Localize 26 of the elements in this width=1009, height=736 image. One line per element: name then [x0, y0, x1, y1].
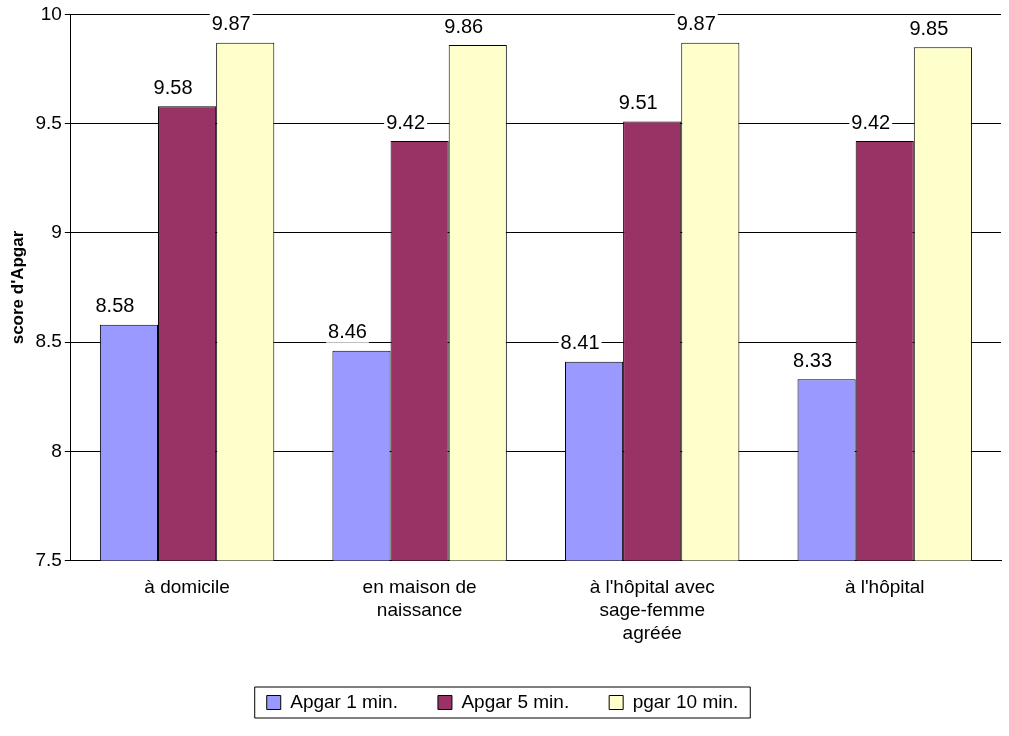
y-tick-label: 9.5 — [35, 111, 62, 133]
data-label: 8.41 — [560, 331, 600, 354]
data-label: 8.58 — [95, 294, 135, 317]
y-tick-label: 8 — [51, 439, 62, 461]
data-label: 8.33 — [793, 348, 833, 371]
legend-label: Apgar 1 min. — [290, 690, 398, 712]
x-tick-label: à l'hôpital — [844, 576, 925, 598]
y-axis-title: score d'Apgar — [7, 230, 27, 345]
data-label: 9.58 — [153, 75, 193, 98]
data-label: 9.86 — [444, 14, 484, 37]
legend-label: pgar 10 min. — [632, 690, 739, 712]
y-tick-label: 10 — [40, 2, 62, 24]
y-tick-label: 8.5 — [35, 330, 62, 352]
data-label: 9.42 — [386, 110, 426, 133]
x-tick-label: à domicile — [144, 576, 230, 598]
legend-label: Apgar 5 min. — [461, 690, 570, 712]
y-tick-label: 7.5 — [35, 548, 62, 570]
y-tick-label: 9 — [51, 221, 62, 243]
data-label: 9.87 — [211, 12, 251, 35]
x-tick-label: en maison de naissance — [362, 576, 477, 621]
x-tick-label: à l'hôpital avec sage-femme agréée — [589, 576, 715, 643]
data-label: 9.51 — [618, 90, 658, 113]
data-label: 9.42 — [851, 110, 891, 133]
data-label: 8.46 — [328, 320, 367, 343]
data-label: 9.85 — [909, 16, 949, 39]
data-label: 9.87 — [676, 12, 716, 35]
